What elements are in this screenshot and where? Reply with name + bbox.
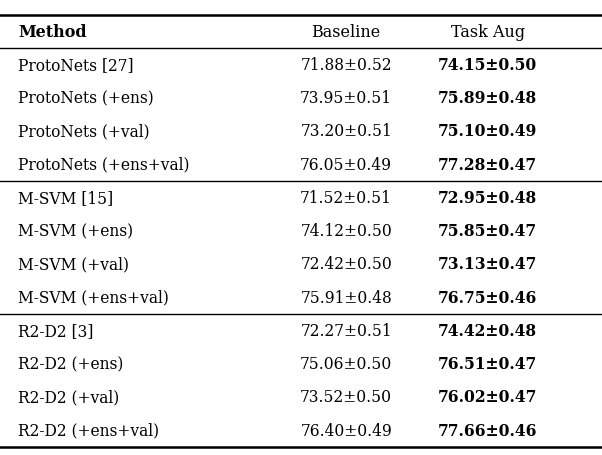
Text: M-SVM (+ens+val): M-SVM (+ens+val) bbox=[18, 289, 169, 306]
Text: ProtoNets (+ens): ProtoNets (+ens) bbox=[18, 90, 154, 107]
Text: ProtoNets (+ens+val): ProtoNets (+ens+val) bbox=[18, 157, 190, 173]
Text: 73.52±0.50: 73.52±0.50 bbox=[300, 389, 392, 405]
Text: 76.02±0.47: 76.02±0.47 bbox=[438, 389, 538, 405]
Text: 73.95±0.51: 73.95±0.51 bbox=[300, 90, 392, 107]
Text: 76.51±0.47: 76.51±0.47 bbox=[438, 355, 537, 372]
Text: 73.20±0.51: 73.20±0.51 bbox=[300, 123, 392, 140]
Text: 74.42±0.48: 74.42±0.48 bbox=[438, 322, 537, 339]
Text: 71.88±0.52: 71.88±0.52 bbox=[300, 57, 392, 74]
Text: R2-D2 (+ens): R2-D2 (+ens) bbox=[18, 355, 123, 372]
Text: Method: Method bbox=[18, 24, 87, 41]
Text: Task Aug: Task Aug bbox=[450, 24, 525, 41]
Text: 73.13±0.47: 73.13±0.47 bbox=[438, 256, 538, 273]
Text: ProtoNets (+val): ProtoNets (+val) bbox=[18, 123, 150, 140]
Text: 74.12±0.50: 74.12±0.50 bbox=[300, 222, 392, 240]
Text: 77.66±0.46: 77.66±0.46 bbox=[438, 422, 538, 439]
Text: 75.85±0.47: 75.85±0.47 bbox=[438, 222, 537, 240]
Text: R2-D2 [3]: R2-D2 [3] bbox=[18, 322, 93, 339]
Text: 77.28±0.47: 77.28±0.47 bbox=[438, 157, 537, 173]
Text: ProtoNets [27]: ProtoNets [27] bbox=[18, 57, 134, 74]
Text: M-SVM (+val): M-SVM (+val) bbox=[18, 256, 129, 273]
Text: R2-D2 (+ens+val): R2-D2 (+ens+val) bbox=[18, 422, 159, 439]
Text: 75.06±0.50: 75.06±0.50 bbox=[300, 355, 393, 372]
Text: M-SVM [15]: M-SVM [15] bbox=[18, 189, 113, 207]
Text: Baseline: Baseline bbox=[311, 24, 381, 41]
Text: 72.27±0.51: 72.27±0.51 bbox=[300, 322, 392, 339]
Text: 76.05±0.49: 76.05±0.49 bbox=[300, 157, 392, 173]
Text: 72.95±0.48: 72.95±0.48 bbox=[438, 189, 537, 207]
Text: 71.52±0.51: 71.52±0.51 bbox=[300, 189, 392, 207]
Text: 76.75±0.46: 76.75±0.46 bbox=[438, 289, 538, 306]
Text: 75.10±0.49: 75.10±0.49 bbox=[438, 123, 538, 140]
Text: 72.42±0.50: 72.42±0.50 bbox=[300, 256, 392, 273]
Text: 75.91±0.48: 75.91±0.48 bbox=[300, 289, 392, 306]
Text: 74.15±0.50: 74.15±0.50 bbox=[438, 57, 537, 74]
Text: 76.40±0.49: 76.40±0.49 bbox=[300, 422, 392, 439]
Text: M-SVM (+ens): M-SVM (+ens) bbox=[18, 222, 133, 240]
Text: 75.89±0.48: 75.89±0.48 bbox=[438, 90, 537, 107]
Text: R2-D2 (+val): R2-D2 (+val) bbox=[18, 389, 119, 405]
